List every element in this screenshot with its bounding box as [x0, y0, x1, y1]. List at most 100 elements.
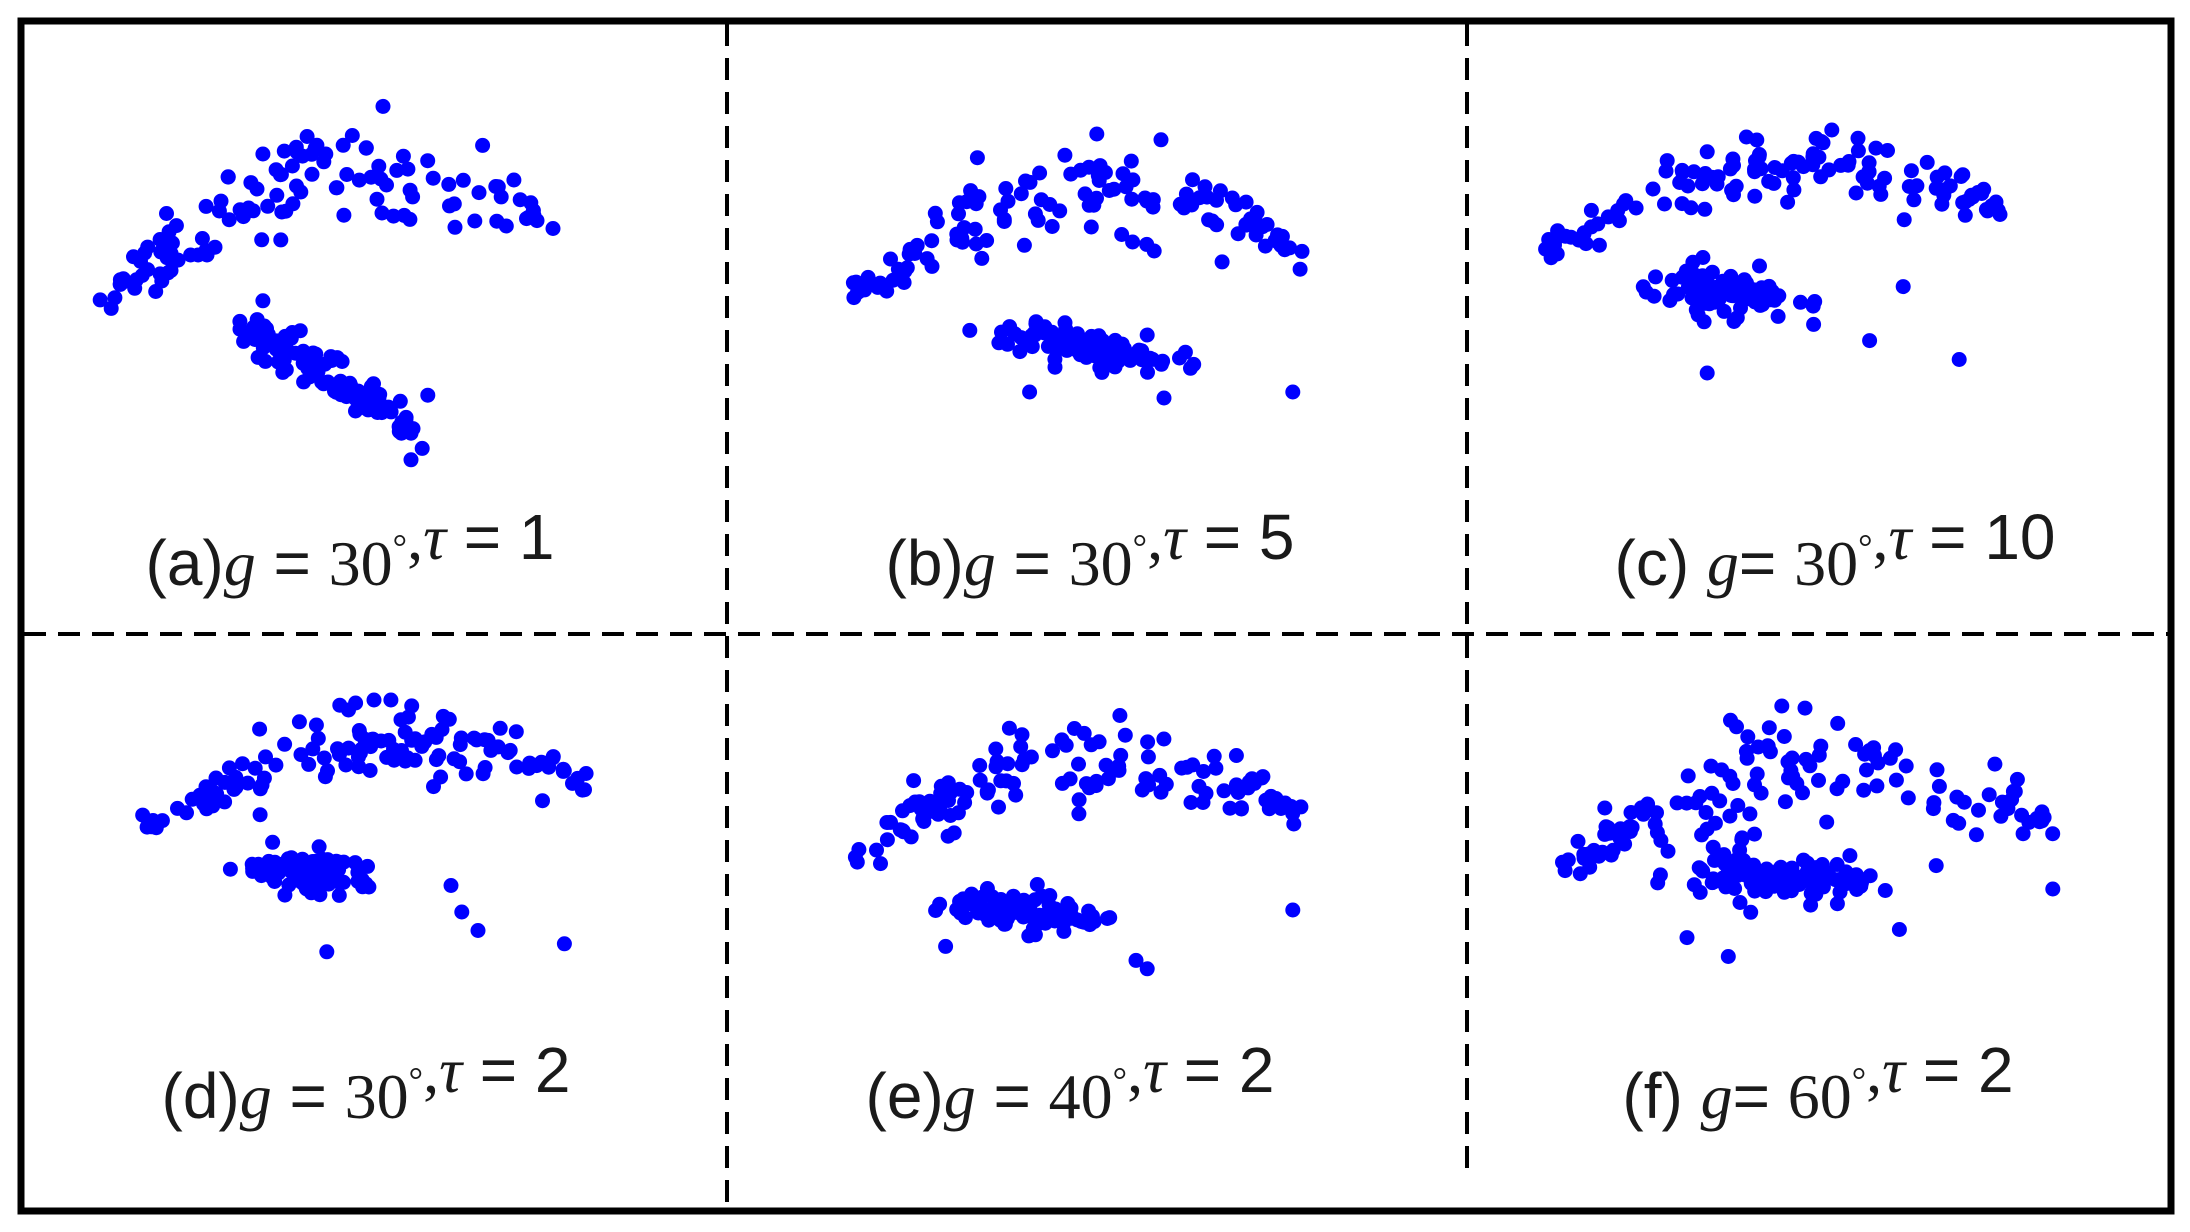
- scatter-point-b: [896, 275, 912, 290]
- scatter-point-c: [1583, 202, 1599, 218]
- scatter-point-d: [446, 751, 462, 767]
- scatter-point-d: [508, 724, 524, 740]
- scatter-point-f: [1591, 848, 1607, 864]
- caption-variable-g: g: [224, 528, 256, 599]
- caption-equals: =: [1739, 527, 1794, 599]
- scatter-point-e: [933, 785, 949, 801]
- scatter-point-a: [545, 221, 561, 236]
- scatter-point-e: [978, 888, 994, 904]
- scatter-point-a: [455, 172, 471, 188]
- scatter-point-a: [160, 265, 176, 281]
- scatter-point-d: [258, 749, 273, 765]
- scatter-point-a: [194, 231, 210, 246]
- caption-degree-symbol: °: [1852, 1060, 1866, 1100]
- scatter-point-d: [148, 820, 164, 836]
- scatter-point-c: [1806, 316, 1822, 332]
- scatter-point-b: [1057, 315, 1073, 331]
- scatter-point-c: [1786, 182, 1802, 198]
- scatter-point-f: [1622, 819, 1638, 835]
- scatter-point-f: [1862, 868, 1878, 884]
- scatter-point-f: [1993, 808, 2009, 824]
- scatter-point-d: [454, 904, 470, 920]
- scatter-point-a: [293, 184, 309, 200]
- scatter-point-f: [1856, 782, 1872, 798]
- panel-f: (f) g= 60°,τ = 2: [1555, 698, 2061, 1132]
- scatter-point-f: [1734, 832, 1750, 848]
- scatter-point-b: [1294, 243, 1310, 259]
- scatter-point-b: [979, 233, 995, 248]
- scatter-point-c: [1657, 196, 1672, 212]
- scatter-point-d: [316, 750, 332, 766]
- caption-variable-g: g: [1707, 528, 1739, 599]
- scatter-point-b: [1022, 384, 1038, 400]
- scatter-point-f: [1848, 867, 1864, 883]
- scatter-point-c: [1542, 233, 1558, 249]
- scatter-point-e: [1233, 800, 1249, 816]
- scatter-point-a: [334, 354, 350, 369]
- scatter-point-e: [1043, 901, 1059, 917]
- scatter-point-d: [441, 711, 457, 727]
- scatter-point-a: [295, 148, 310, 164]
- panel-caption-c: (c) g= 30°,τ = 10: [1615, 501, 2056, 599]
- scatter-point-a: [221, 212, 237, 228]
- scatter-point-f: [1795, 785, 1810, 801]
- scatter-point-f: [1722, 808, 1738, 824]
- scatter-point-f: [1859, 762, 1874, 778]
- scatter-point-e: [1071, 756, 1086, 772]
- scatter-point-c: [1840, 157, 1856, 173]
- caption-equals: =: [462, 1034, 535, 1106]
- scatter-point-a: [386, 208, 401, 224]
- scatter-point-b: [1285, 384, 1301, 400]
- scatter-point-e: [1020, 908, 1036, 924]
- scatter-point-a: [446, 196, 462, 212]
- scatter-point-f: [1829, 896, 1845, 912]
- caption-label: (b): [886, 527, 964, 599]
- scatter-point-a: [262, 332, 278, 348]
- scatter-point-f: [1842, 848, 1858, 864]
- scatter-point-d: [332, 697, 348, 713]
- scatter-point-e: [970, 903, 985, 919]
- scatter-point-c: [1609, 209, 1625, 225]
- scatter-point-f: [1797, 700, 1813, 716]
- scatter-point-f: [1888, 772, 1904, 788]
- scatter-point-e: [1034, 888, 1050, 904]
- scatter-point-e: [903, 829, 919, 845]
- scatter-point-c: [1699, 365, 1715, 381]
- caption-variable-g: g: [964, 528, 996, 599]
- scatter-point-d: [331, 887, 347, 903]
- scatter-point-c: [1686, 164, 1702, 180]
- scatter-point-a: [243, 175, 259, 191]
- scatter-point-f: [1743, 904, 1759, 920]
- caption-label: (c): [1615, 527, 1707, 599]
- caption-separator: ,: [407, 502, 423, 573]
- scatter-point-e: [1196, 764, 1211, 779]
- scatter-point-c: [1635, 279, 1651, 295]
- scatter-point-b: [860, 269, 876, 285]
- caption-tau-value: 10: [1984, 501, 2055, 573]
- scatter-point-b: [1140, 364, 1155, 380]
- caption-label: (f): [1622, 1060, 1700, 1132]
- scatter-point-c: [1648, 269, 1663, 285]
- scatter-point-b: [927, 205, 943, 221]
- scatter-point-f: [1811, 772, 1826, 788]
- scatter-point-b: [870, 279, 886, 295]
- scatter-point-f: [1720, 949, 1736, 964]
- scatter-point-e: [1102, 910, 1118, 926]
- scatter-point-d: [277, 736, 293, 752]
- scatter-point-a: [335, 137, 351, 153]
- scatter-point-b: [974, 250, 990, 266]
- scatter-point-b: [1123, 153, 1139, 169]
- scatter-point-b: [1156, 390, 1172, 406]
- scatter-point-f: [2007, 784, 2023, 799]
- scatter-point-b: [1033, 192, 1049, 208]
- scatter-point-a: [302, 369, 317, 385]
- scatter-point-b: [1000, 336, 1015, 352]
- caption-angle-value: 40: [1049, 1061, 1113, 1132]
- scatter-point-c: [1752, 258, 1767, 274]
- caption-tau-value: 1: [519, 501, 555, 573]
- scatter-point-b: [1224, 190, 1240, 206]
- scatter-point-e: [1158, 776, 1174, 792]
- scatter-point-a: [316, 376, 332, 392]
- scatter-point-b: [994, 324, 1009, 340]
